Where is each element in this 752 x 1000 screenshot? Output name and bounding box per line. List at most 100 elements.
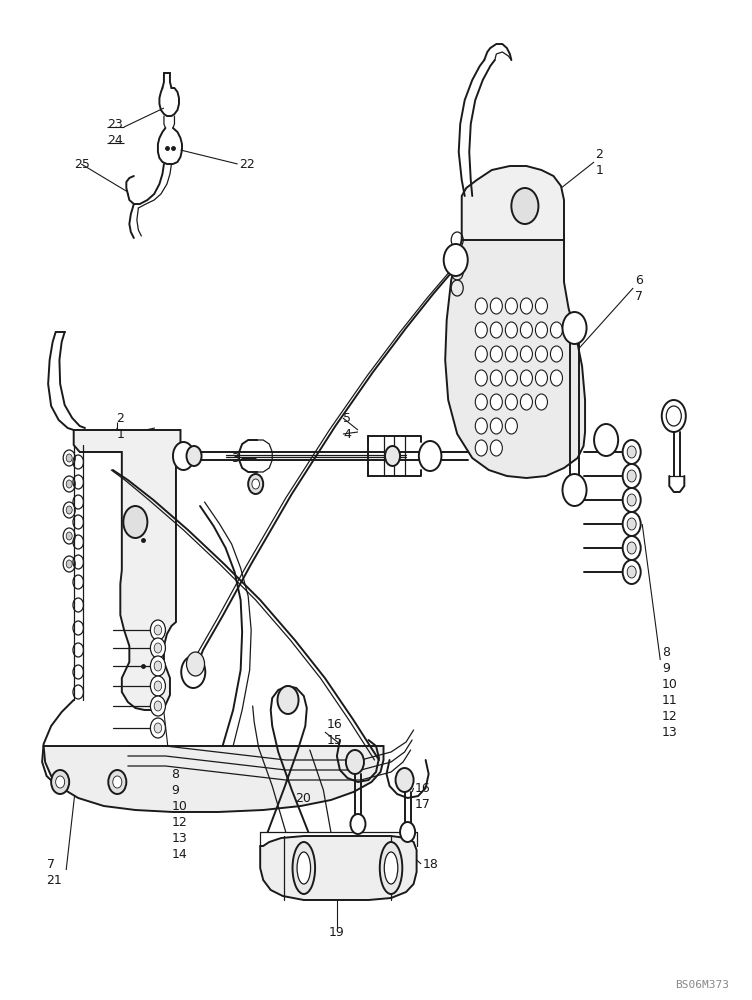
Text: 4: 4 <box>343 428 350 440</box>
Circle shape <box>66 454 72 462</box>
Circle shape <box>623 512 641 536</box>
Circle shape <box>108 770 126 794</box>
Text: 5: 5 <box>343 412 351 424</box>
Text: 22: 22 <box>239 157 255 170</box>
Circle shape <box>248 474 263 494</box>
Circle shape <box>123 506 147 538</box>
Circle shape <box>520 298 532 314</box>
Circle shape <box>154 723 162 733</box>
Circle shape <box>66 560 72 568</box>
Circle shape <box>150 620 165 640</box>
Text: 14: 14 <box>171 848 187 860</box>
Circle shape <box>535 322 547 338</box>
Polygon shape <box>462 166 564 270</box>
Text: 16: 16 <box>326 718 342 730</box>
Circle shape <box>535 346 547 362</box>
Circle shape <box>490 346 502 362</box>
Text: 15: 15 <box>326 734 342 746</box>
Circle shape <box>505 394 517 410</box>
Circle shape <box>627 518 636 530</box>
Circle shape <box>662 400 686 432</box>
Circle shape <box>505 298 517 314</box>
Circle shape <box>490 440 502 456</box>
Circle shape <box>505 370 517 386</box>
Circle shape <box>550 346 562 362</box>
Circle shape <box>154 681 162 691</box>
Circle shape <box>623 440 641 464</box>
Circle shape <box>150 696 165 716</box>
Circle shape <box>475 440 487 456</box>
Circle shape <box>505 346 517 362</box>
Text: 8: 8 <box>662 646 670 658</box>
Circle shape <box>490 322 502 338</box>
Text: 10: 10 <box>171 800 187 812</box>
Circle shape <box>150 656 165 676</box>
Circle shape <box>252 479 259 489</box>
Circle shape <box>66 480 72 488</box>
Circle shape <box>550 370 562 386</box>
Circle shape <box>535 298 547 314</box>
Circle shape <box>150 638 165 658</box>
Ellipse shape <box>293 842 315 894</box>
Text: 6: 6 <box>635 273 642 286</box>
Circle shape <box>56 776 65 788</box>
Text: 21: 21 <box>47 874 62 886</box>
Circle shape <box>444 244 468 276</box>
Text: BS06M373: BS06M373 <box>675 980 729 990</box>
Circle shape <box>154 643 162 653</box>
Polygon shape <box>260 836 417 900</box>
Circle shape <box>550 322 562 338</box>
Circle shape <box>396 768 414 792</box>
Text: 12: 12 <box>171 816 187 828</box>
Text: 7: 7 <box>635 290 643 302</box>
Circle shape <box>520 394 532 410</box>
Circle shape <box>490 418 502 434</box>
Circle shape <box>66 532 72 540</box>
Text: 2: 2 <box>117 412 124 424</box>
Circle shape <box>623 560 641 584</box>
Polygon shape <box>44 746 384 812</box>
Circle shape <box>627 446 636 458</box>
Text: 10: 10 <box>662 678 678 690</box>
Circle shape <box>627 494 636 506</box>
Circle shape <box>594 424 618 456</box>
Circle shape <box>350 814 365 834</box>
Circle shape <box>277 686 299 714</box>
Circle shape <box>51 770 69 794</box>
Circle shape <box>186 446 202 466</box>
Circle shape <box>627 470 636 482</box>
Ellipse shape <box>297 852 311 884</box>
Circle shape <box>520 346 532 362</box>
Circle shape <box>666 406 681 426</box>
Circle shape <box>150 718 165 738</box>
Text: 19: 19 <box>329 926 344 938</box>
Circle shape <box>511 188 538 224</box>
Circle shape <box>562 312 587 344</box>
Circle shape <box>505 322 517 338</box>
Ellipse shape <box>380 842 402 894</box>
Circle shape <box>520 322 532 338</box>
Polygon shape <box>74 430 180 710</box>
Text: 1: 1 <box>117 428 124 440</box>
Ellipse shape <box>384 852 398 884</box>
Text: 9: 9 <box>662 662 669 674</box>
Text: 13: 13 <box>662 726 678 738</box>
Circle shape <box>535 370 547 386</box>
Circle shape <box>400 822 415 842</box>
Circle shape <box>520 370 532 386</box>
Circle shape <box>475 346 487 362</box>
Circle shape <box>186 652 205 676</box>
Circle shape <box>623 464 641 488</box>
Text: 16: 16 <box>415 782 431 794</box>
Text: 3: 3 <box>232 452 239 464</box>
Circle shape <box>150 676 165 696</box>
Circle shape <box>475 394 487 410</box>
Circle shape <box>505 418 517 434</box>
Text: 7: 7 <box>47 857 55 870</box>
Circle shape <box>562 474 587 506</box>
Circle shape <box>419 441 441 471</box>
Text: 20: 20 <box>295 792 311 804</box>
Text: 2: 2 <box>596 147 603 160</box>
Circle shape <box>535 394 547 410</box>
Circle shape <box>154 701 162 711</box>
